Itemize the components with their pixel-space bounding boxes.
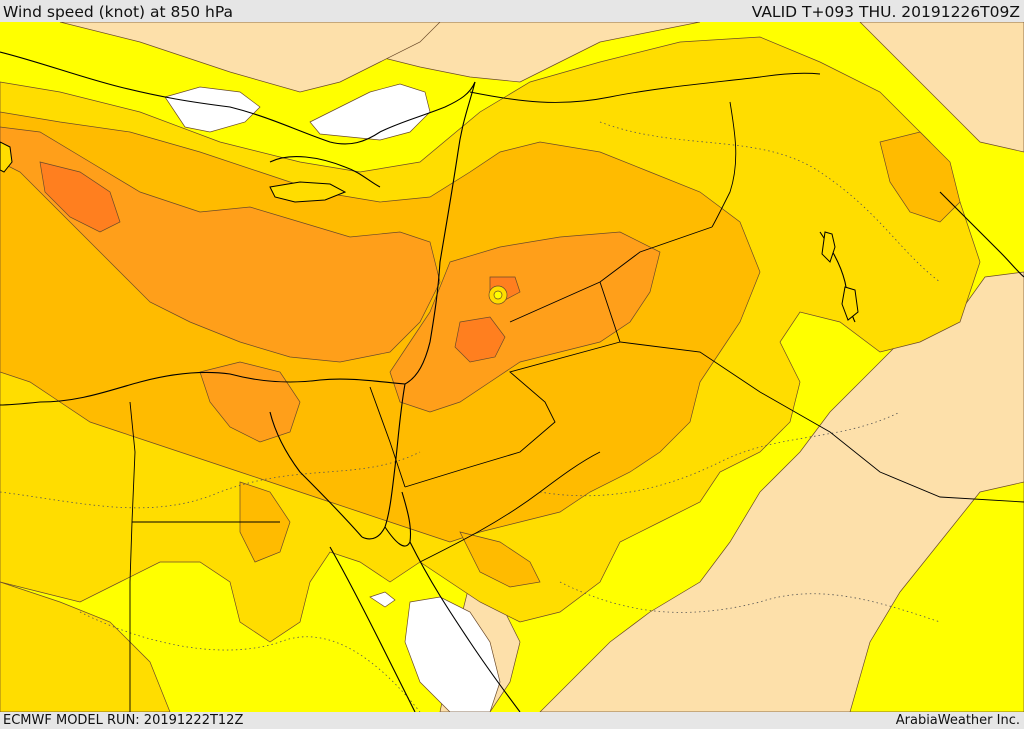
map-footer: ECMWF MODEL RUN: 20191222T12Z ArabiaWeat…: [0, 712, 1024, 729]
strong-wind-areas: [39, 161, 521, 363]
valid-time: VALID T+093 THU. 20191226T09Z: [751, 3, 1020, 21]
wind-speed-map: [0, 22, 1024, 712]
calm-areas: [164, 83, 501, 712]
map-title: Wind speed (knot) at 850 hPa: [3, 3, 234, 21]
map-header: Wind speed (knot) at 850 hPa VALID T+093…: [0, 0, 1024, 22]
islands: [0, 141, 859, 321]
coastlines: [0, 51, 1024, 712]
dotted-contours: [0, 121, 941, 712]
country-borders: [129, 72, 1024, 712]
credit: ArabiaWeather Inc.: [895, 713, 1020, 728]
light-wind-areas: [59, 22, 1024, 712]
local-minimum: [488, 285, 508, 305]
model-run: ECMWF MODEL RUN: 20191222T12Z: [3, 713, 244, 728]
